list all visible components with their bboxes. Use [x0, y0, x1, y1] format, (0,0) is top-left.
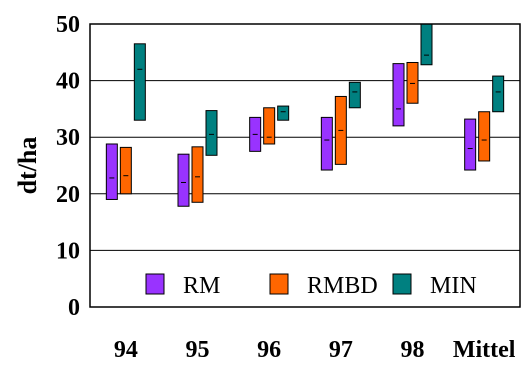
y-tick-label-50: 50: [56, 12, 80, 38]
bars: [105, 23, 505, 207]
y-tick-label-20: 20: [56, 182, 80, 208]
bar-MIN-96: [277, 105, 290, 121]
y-tick-label-40: 40: [56, 69, 80, 95]
x-tick-label-94: 94: [114, 337, 138, 363]
grid-lines: [90, 80, 520, 251]
legend-swatch-MIN: [392, 273, 412, 295]
legend-label-MIN: MIN: [430, 273, 477, 299]
legend-label-RMBD: RMBD: [307, 273, 378, 299]
bar-RM-Mittel: [464, 118, 477, 171]
bar-MIN-97: [348, 81, 361, 109]
legend-swatch-RMBD: [269, 273, 289, 295]
bar-RM-97: [320, 116, 333, 171]
y-axis-ticks: 0 10 20 30 40 50: [56, 12, 80, 321]
bar-RM-94: [105, 143, 118, 200]
bar-MIN-94: [133, 43, 146, 121]
legend: RM RMBD MIN: [145, 273, 477, 299]
x-tick-label-98: 98: [401, 337, 425, 363]
x-tick-label-96: 96: [257, 337, 281, 363]
bar-MIN-95: [205, 110, 218, 156]
legend-swatch-RM: [145, 273, 165, 295]
y-axis-label: dt/ha: [13, 137, 42, 195]
bar-RMBD-96: [263, 107, 276, 145]
y-tick-label-0: 0: [68, 295, 80, 321]
bar-RMBD-98: [406, 61, 419, 104]
x-tick-label-95: 95: [186, 337, 210, 363]
y-tick-label-10: 10: [56, 238, 80, 264]
bar-RMBD-95: [191, 146, 204, 203]
plot-frame: [89, 23, 521, 308]
bar-RM-95: [177, 153, 190, 207]
bar-MIN-Mittel: [492, 75, 505, 113]
bar-RMBD-94: [119, 146, 132, 195]
y-tick-label-30: 30: [56, 125, 80, 151]
bar-RMBD-Mittel: [478, 111, 491, 162]
x-axis-ticks: 94 95 96 97 98 Mittel: [114, 337, 516, 363]
bar-MIN-98: [420, 23, 433, 66]
x-tick-label-Mittel: Mittel: [453, 337, 516, 363]
legend-label-RM: RM: [183, 273, 220, 299]
x-tick-label-97: 97: [329, 337, 353, 363]
bar-RM-98: [392, 63, 405, 127]
